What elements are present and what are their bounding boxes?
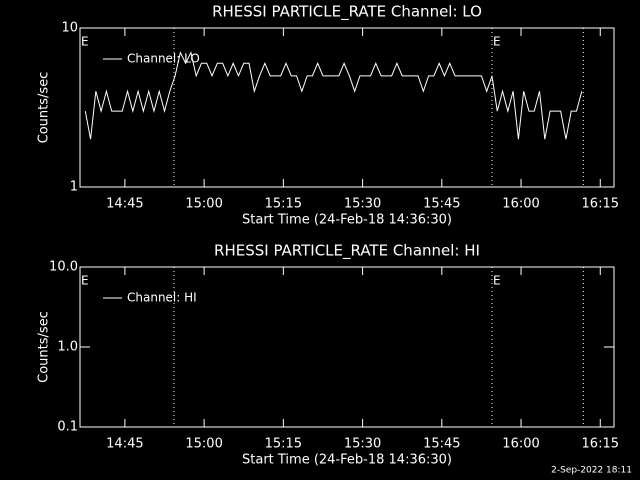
legend-label: Channel: HI xyxy=(127,291,197,305)
y-axis-label: Counts/sec xyxy=(37,72,52,144)
x-tick-label: 15:15 xyxy=(265,197,302,212)
x-tick-label: 16:00 xyxy=(502,437,539,452)
legend-label: Channel: LO xyxy=(127,52,200,66)
x-tick-label: 15:00 xyxy=(185,437,222,452)
y-tick-label: 10.0 xyxy=(49,260,78,275)
x-tick-label: 14:45 xyxy=(106,197,143,212)
x-axis-label: Start Time (24-Feb-18 14:36:30) xyxy=(242,213,452,228)
x-tick-label: 15:30 xyxy=(344,197,381,212)
x-tick-label: 16:15 xyxy=(582,437,619,452)
x-tick-label: 16:15 xyxy=(582,197,619,212)
data-line xyxy=(84,51,583,140)
event-label: E xyxy=(493,35,501,49)
x-tick-label: 15:45 xyxy=(423,197,460,212)
x-axis-label: Start Time (24-Feb-18 14:36:30) xyxy=(242,453,452,468)
chart-title: RHESSI PARTICLE_RATE Channel: HI xyxy=(214,242,480,261)
x-tick-label: 15:15 xyxy=(265,437,302,452)
y-tick-label: 1.0 xyxy=(57,340,78,355)
y-tick-label: 1 xyxy=(70,180,78,195)
x-tick-label: 16:00 xyxy=(502,197,539,212)
footer-date: 2-Sep-2022 18:11 xyxy=(551,466,632,476)
event-label: E xyxy=(81,35,89,49)
plot-frame xyxy=(79,27,615,188)
y-axis-label: Counts/sec xyxy=(37,311,52,383)
event-label: E xyxy=(493,274,501,288)
x-tick-label: 15:45 xyxy=(423,437,460,452)
chart-title: RHESSI PARTICLE_RATE Channel: LO xyxy=(212,3,482,22)
x-tick-label: 15:00 xyxy=(185,197,222,212)
x-tick-label: 14:45 xyxy=(106,437,143,452)
y-tick-label: 10 xyxy=(61,21,78,36)
event-label: E xyxy=(81,274,89,288)
x-tick-label: 15:30 xyxy=(344,437,381,452)
y-tick-label: 0.1 xyxy=(57,420,78,435)
